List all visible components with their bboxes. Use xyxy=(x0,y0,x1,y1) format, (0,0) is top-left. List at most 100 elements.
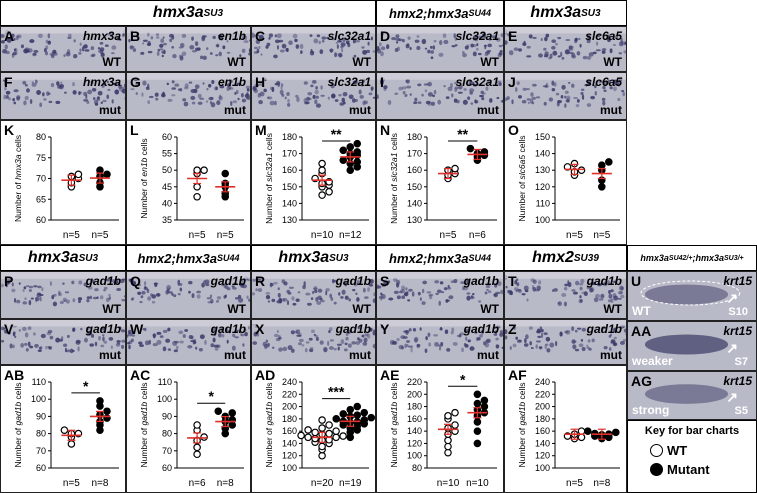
mut-point xyxy=(346,405,355,414)
y-tick-label: 140 xyxy=(535,149,550,159)
mut-point xyxy=(612,428,620,437)
wt-point xyxy=(577,433,586,442)
y-tick-label: 220 xyxy=(535,389,550,399)
mut-point xyxy=(473,427,482,435)
n-label-wt: n=5 xyxy=(440,230,457,241)
y-tick-label: 60 xyxy=(36,463,46,473)
panel-letter: Y xyxy=(380,321,390,337)
mut-point xyxy=(584,427,592,435)
genotype-label: mut xyxy=(224,103,246,117)
chart-panel-ab: AB 60 70 80 90 100 110 Number of gad1b cells n=5… xyxy=(0,365,126,493)
mut-point xyxy=(480,402,489,411)
genotype-label: mut xyxy=(349,103,371,117)
wt-point xyxy=(311,434,319,443)
chart-panel-af: AF 100 120 140 160 180 200 220 240 Number of gad1… xyxy=(504,365,627,493)
key-wt-label: WT xyxy=(667,443,688,458)
y-axis-label: Number of gad1b cells xyxy=(389,382,399,467)
stain-image xyxy=(377,272,503,318)
y-tick-label: 100 xyxy=(407,451,422,461)
panel-letter: I xyxy=(380,74,384,90)
panel-letter: F xyxy=(4,74,13,90)
panel-letter: K xyxy=(4,122,14,138)
arrow-icon: ↗ xyxy=(726,389,738,405)
y-tick-label: 120 xyxy=(535,451,550,461)
mut-point xyxy=(332,415,341,423)
stain-image xyxy=(127,272,250,318)
stain-image xyxy=(252,73,375,119)
n-label-mut: n=5 xyxy=(217,230,234,241)
panel-letter: H xyxy=(255,74,266,90)
mut-point xyxy=(473,418,482,426)
mut-point xyxy=(360,416,369,424)
y-tick-label: 240 xyxy=(535,377,550,387)
y-tick-label: 80 xyxy=(412,463,422,473)
genotype-label: mut xyxy=(99,348,121,362)
y-tick-label: 60 xyxy=(162,463,172,473)
y-tick-label: 70 xyxy=(36,174,46,184)
gene-label: gad1b xyxy=(85,274,121,288)
panel-letter: AF xyxy=(508,367,527,383)
stain-image xyxy=(252,272,375,318)
wt-point xyxy=(325,429,333,438)
y-axis-label: Number of en1b cells xyxy=(139,138,149,218)
scatter-chart: AB 60 70 80 90 100 110 Number of gad1b cells n=5… xyxy=(4,367,119,489)
y-tick-label: 170 xyxy=(407,149,422,159)
panel-letter: X xyxy=(255,321,265,337)
mut-point xyxy=(473,399,482,408)
wt-point xyxy=(60,426,69,434)
wt-point xyxy=(339,432,347,440)
genotype-label: WT xyxy=(632,304,651,318)
wt-point xyxy=(332,427,340,435)
n-label-wt: n=5 xyxy=(63,478,80,489)
arrow-icon: ↗ xyxy=(726,290,738,306)
n-label-wt: n=5 xyxy=(63,230,80,241)
header-hmx3a-double-het: hmx3a SU42/+ ;hmx3a SU3/+ xyxy=(627,245,757,271)
gene-label: gad1b xyxy=(463,322,499,336)
panel-letter: L xyxy=(130,122,139,138)
key-mut-label: Mutant xyxy=(667,462,710,477)
gene-label: gad1b xyxy=(335,274,371,288)
y-tick-label: 160 xyxy=(282,165,297,175)
mut-point xyxy=(367,413,375,422)
wt-point xyxy=(444,442,452,451)
mut-point xyxy=(228,409,237,417)
mut-point xyxy=(353,402,362,411)
stain-image xyxy=(1,73,125,119)
y-tick-label: 140 xyxy=(407,198,422,208)
stain-image xyxy=(127,320,250,364)
genotype-label: WT xyxy=(102,55,121,69)
gene-label: slc32a1 xyxy=(455,75,499,89)
y-tick-label: 100 xyxy=(535,215,550,225)
header-hmx3a-su3-row1: hmx3a SU3 xyxy=(0,0,376,26)
stain-image xyxy=(628,372,756,419)
wt-point xyxy=(200,166,208,175)
n-label-wt: n=5 xyxy=(566,230,583,241)
gene-label: gad1b xyxy=(586,322,622,336)
mut-point xyxy=(480,396,489,405)
header-hmx2-hmx3a-su44-row2b: hmx2;hmx3a SU44 xyxy=(376,245,504,271)
significance-stars: *** xyxy=(328,384,345,400)
gene-label: en1b xyxy=(217,75,246,89)
panel-letter: O xyxy=(508,122,519,138)
y-tick-label: 150 xyxy=(407,182,422,192)
wt-point xyxy=(577,427,586,435)
y-tick-label: 170 xyxy=(282,149,297,159)
gene-label: krt15 xyxy=(723,324,752,338)
panel-letter: W xyxy=(130,321,144,337)
mut-point xyxy=(96,397,104,405)
panel-letter: P xyxy=(4,273,14,289)
mut-point xyxy=(339,156,348,165)
stain-image xyxy=(505,27,626,71)
y-tick-label: 180 xyxy=(282,132,297,142)
wt-point xyxy=(304,426,312,434)
panel-letter: G xyxy=(130,74,141,90)
y-tick-label: 120 xyxy=(407,438,422,448)
genotype-label: mut xyxy=(600,348,622,362)
stain-image xyxy=(252,320,375,364)
genotype-label: mut xyxy=(349,348,371,362)
significance-stars: ** xyxy=(457,126,468,142)
wt-point xyxy=(318,451,326,460)
header-hmx3a-su3-row2: hmx3a SU3 xyxy=(0,245,126,271)
